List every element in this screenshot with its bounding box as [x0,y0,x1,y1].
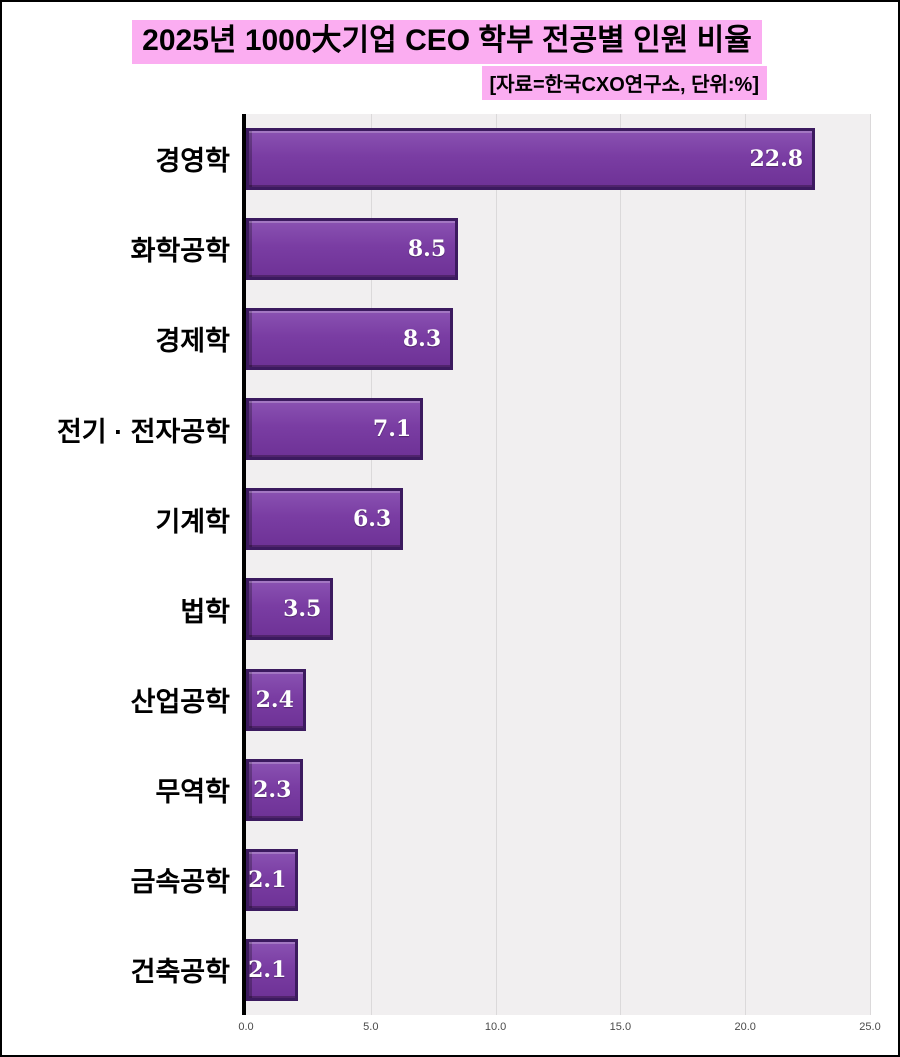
gridline [620,113,622,1015]
value-label: 2.1 [248,956,287,983]
bar: 6.3 [246,488,404,551]
bar-row: 3.5 [246,564,870,654]
category-label: 기계학 [155,506,230,537]
category-label: 금속공학 [130,867,230,898]
gridline [745,113,747,1015]
value-label: 3.5 [283,596,322,623]
bar-row: 6.3 [246,474,870,564]
bar-row: 2.1 [246,835,870,925]
bar: 2.1 [246,938,299,1001]
subtitle-row: [자료=한국CXO연구소, 단위:%] [127,65,767,100]
bar: 2.3 [246,758,304,821]
value-label: 8.3 [402,325,442,352]
category-label: 법학 [180,596,230,627]
category-label: 전기 · 전자공학 [56,416,230,447]
bar-chart: 경영학 화학공학 경제학 전기 · 전자공학 기계학 법학 산업공학 무역학 금속공학 건축공학 … [24,113,881,1042]
gridline [870,113,871,1015]
bar: 7.1 [246,398,424,461]
category-label: 경영학 [155,146,230,177]
bar-row: 8.3 [246,294,870,384]
x-tick-label: 15.0 [609,1021,632,1033]
chart-subtitle: [자료=한국CXO연구소, 단위:%] [481,65,767,100]
category-label: 화학공학 [130,236,230,267]
plot-area: 22.8 8.5 8.3 7.1 6.3 3.5 2.4 2.3 2.1 2.1 [242,113,871,1015]
category-label: 건축공학 [130,957,230,988]
category-label: 경제학 [155,326,230,357]
category-label: 산업공학 [130,687,230,718]
value-label: 2.3 [253,776,292,803]
value-label: 6.3 [352,506,392,533]
bar: 8.3 [246,307,454,370]
chart-header: 2025년 1000大기업 CEO 학부 전공별 인원 비율 [자료=한국CXO… [127,20,767,100]
bar-row: 2.4 [246,654,870,744]
value-label: 2.4 [255,686,294,713]
bar-row: 7.1 [246,384,870,474]
bar-row: 8.5 [246,204,870,294]
x-tick-label: 5.0 [363,1021,379,1033]
bar: 2.4 [246,668,306,731]
x-tick-label: 20.0 [734,1021,756,1033]
gridline [495,113,497,1015]
bar: 22.8 [246,127,816,190]
category-label: 무역학 [155,777,230,808]
x-axis-ticks: 0.0 5.0 10.0 15.0 20.0 25.0 [238,1015,880,1041]
bar-row: 2.1 [246,925,870,1015]
bar: 2.1 [246,848,299,911]
bar: 3.5 [246,578,334,641]
x-tick-label: 25.0 [859,1021,881,1033]
value-label: 7.1 [372,416,412,443]
value-label: 2.1 [248,866,287,893]
x-tick-label: 10.0 [484,1021,507,1033]
bar-row: 2.3 [246,745,870,835]
chart-title: 2025년 1000大기업 CEO 학부 전공별 인원 비율 [132,20,762,64]
x-tick-label: 0.0 [238,1021,254,1033]
value-label: 8.5 [407,235,447,262]
gridline [370,113,372,1015]
value-label: 22.8 [749,145,804,172]
bar: 8.5 [246,217,459,280]
bar-row: 22.8 [246,114,870,204]
